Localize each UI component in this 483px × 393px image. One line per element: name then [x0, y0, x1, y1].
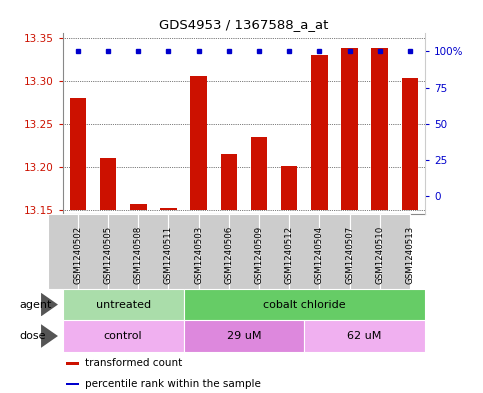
Bar [67, 362, 79, 365]
Bar [311, 55, 327, 210]
Bar [130, 204, 146, 210]
Text: GSM1240505: GSM1240505 [103, 226, 113, 284]
Polygon shape [41, 293, 58, 316]
Bar [190, 77, 207, 210]
Title: GDS4953 / 1367588_a_at: GDS4953 / 1367588_a_at [159, 18, 328, 31]
Text: dose: dose [19, 331, 46, 341]
Text: GSM1240504: GSM1240504 [315, 226, 324, 284]
Bar [402, 78, 418, 210]
Bar [221, 154, 237, 210]
Bar [48, 214, 78, 289]
Text: transformed count: transformed count [85, 358, 182, 368]
Text: agent: agent [19, 299, 52, 310]
Polygon shape [41, 324, 58, 348]
Text: GSM1240511: GSM1240511 [164, 226, 173, 284]
Text: cobalt chloride: cobalt chloride [263, 299, 346, 310]
Text: GSM1240506: GSM1240506 [224, 226, 233, 284]
Bar [229, 214, 259, 289]
Text: GSM1240508: GSM1240508 [134, 226, 143, 284]
Bar [138, 214, 169, 289]
Text: untreated: untreated [96, 299, 151, 310]
Text: GSM1240509: GSM1240509 [255, 226, 264, 283]
Text: GSM1240512: GSM1240512 [284, 226, 294, 284]
Text: GSM1240507: GSM1240507 [345, 226, 354, 284]
Bar [108, 214, 138, 289]
Bar [199, 214, 229, 289]
Bar [319, 214, 350, 289]
Bar [78, 214, 108, 289]
Text: GSM1240503: GSM1240503 [194, 226, 203, 284]
Text: GSM1240502: GSM1240502 [73, 226, 83, 284]
Bar [160, 208, 177, 210]
Bar [169, 214, 199, 289]
Bar [350, 214, 380, 289]
Text: GSM1240513: GSM1240513 [405, 226, 414, 284]
Bar [100, 158, 116, 210]
Bar [70, 98, 86, 210]
Text: GSM1240510: GSM1240510 [375, 226, 384, 284]
Bar [371, 48, 388, 210]
Bar [184, 289, 425, 320]
Bar [304, 320, 425, 352]
Bar [341, 48, 358, 210]
Text: 62 uM: 62 uM [347, 331, 382, 341]
Bar [259, 214, 289, 289]
Bar [67, 383, 79, 385]
Bar [380, 214, 410, 289]
Bar [184, 320, 304, 352]
Bar [251, 137, 267, 210]
Text: 29 uM: 29 uM [227, 331, 261, 341]
Bar [63, 320, 184, 352]
Bar [289, 214, 319, 289]
Bar [281, 166, 298, 210]
Text: control: control [104, 331, 142, 341]
Bar [63, 289, 184, 320]
Text: percentile rank within the sample: percentile rank within the sample [85, 379, 260, 389]
